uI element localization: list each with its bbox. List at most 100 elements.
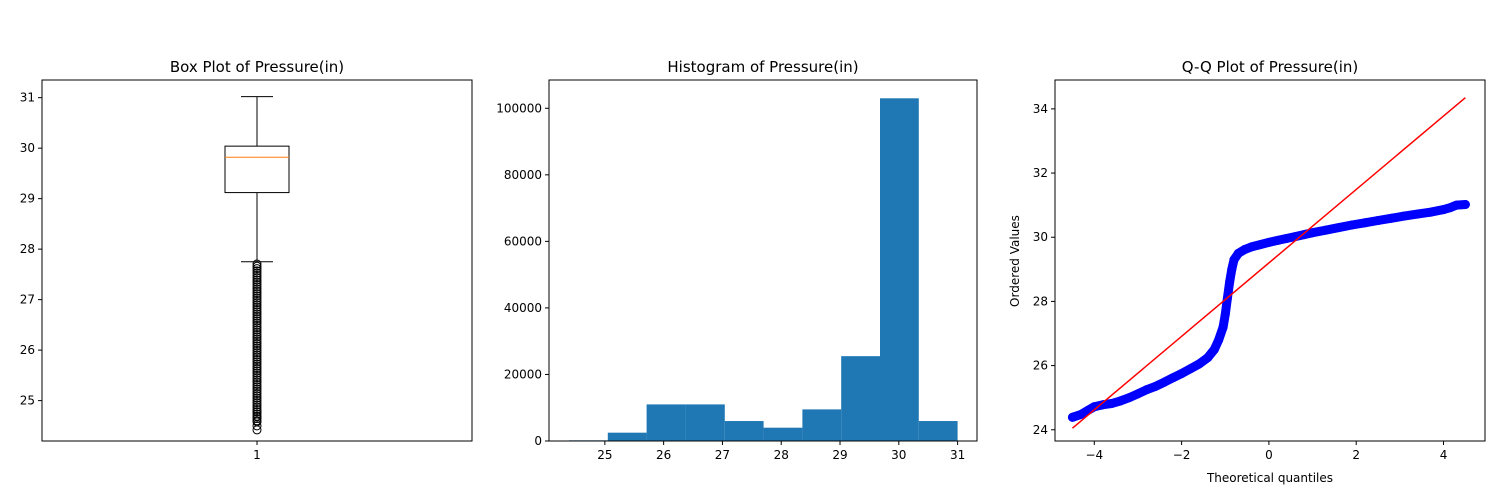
y-tick-label: 24	[1033, 423, 1048, 437]
interquartile-box	[224, 145, 290, 194]
y-tick-label: 80000	[504, 168, 542, 182]
outlier-marker	[252, 314, 262, 324]
outlier-marker	[252, 266, 262, 276]
x-tick-label: 2	[1352, 448, 1360, 462]
histogram-bar	[879, 98, 919, 442]
qq-plot-panel: Q-Q Plot of Pressure(in) −4 −2 0 2 424262830…	[1008, 58, 1486, 485]
outlier-marker	[252, 284, 262, 294]
outlier-marker	[252, 393, 262, 403]
outlier-marker	[252, 304, 262, 314]
sample-quantile-point	[1360, 218, 1370, 228]
outlier-marker	[252, 375, 262, 385]
outlier-marker	[252, 391, 262, 401]
outlier-marker	[252, 273, 262, 283]
outlier-marker	[252, 352, 262, 362]
outlier-marker	[252, 291, 262, 301]
x-tick-label: 28	[774, 448, 789, 462]
outlier-marker	[252, 289, 262, 299]
outlier-marker	[252, 348, 262, 358]
sample-quantile-point	[1255, 240, 1265, 250]
outlier-marker	[252, 300, 262, 310]
outlier-marker	[252, 329, 262, 339]
box-plot-axes-frame	[41, 79, 473, 442]
histogram-bar	[646, 404, 686, 441]
sample-quantile-point	[1233, 248, 1243, 258]
outlier-marker	[252, 311, 262, 321]
outlier-marker	[252, 366, 262, 376]
y-tick-label: 100000	[496, 101, 542, 115]
histogram-bar	[763, 427, 803, 441]
sample-quantile-point	[1334, 223, 1344, 233]
outlier-marker	[252, 320, 262, 330]
histogram-bar	[607, 432, 647, 441]
y-tick-label: 28	[1033, 294, 1048, 308]
outlier-marker	[252, 275, 262, 285]
x-tick-label: −2	[1173, 448, 1191, 462]
x-tick-label: 31	[950, 448, 965, 462]
qq-plot-axes-frame	[1054, 79, 1486, 442]
sample-quantile-point	[1218, 322, 1228, 332]
sample-quantile-point	[1067, 412, 1077, 422]
outlier-marker	[252, 382, 262, 392]
sample-quantile-point	[1264, 237, 1274, 247]
sample-quantile-point	[1399, 211, 1409, 221]
outlier-marker	[252, 261, 262, 271]
outlier-marker	[252, 421, 262, 431]
sample-quantile-point	[1159, 377, 1169, 387]
outlier-marker	[252, 364, 262, 374]
y-tick-label: 28	[20, 242, 35, 256]
sample-quantile-point	[1098, 400, 1108, 410]
outlier-marker	[252, 298, 262, 308]
sample-quantile-point	[1133, 389, 1143, 399]
sample-quantile-point	[1142, 385, 1152, 395]
outlier-marker	[252, 295, 262, 305]
box-plot-panel: Box Plot of Pressure(in) 25 26 27 28 29 30 31 1	[20, 58, 473, 462]
y-tick-label: 30	[20, 141, 35, 155]
sample-quantile-point	[1347, 220, 1357, 230]
box-plot-title: Box Plot of Pressure(in)	[170, 58, 344, 76]
sample-quantile-point	[1308, 228, 1318, 238]
outlier-marker	[252, 386, 262, 396]
sample-quantile-point	[1273, 235, 1283, 245]
outlier-marker	[252, 377, 262, 387]
outlier-marker	[252, 402, 262, 412]
outlier-marker	[252, 286, 262, 296]
outlier-marker	[252, 379, 262, 389]
x-tick-label: 25	[597, 448, 612, 462]
outlier-marker	[252, 368, 262, 378]
sample-quantile-point	[1386, 213, 1396, 223]
outlier-marker	[252, 373, 262, 383]
x-tick-label: 27	[715, 448, 730, 462]
reference-fit-line	[1071, 97, 1466, 429]
y-tick-label: 25	[20, 394, 35, 408]
sample-quantile-point	[1246, 242, 1256, 252]
x-tick-label: 4	[1440, 448, 1448, 462]
outlier-marker	[252, 334, 262, 344]
outlier-marker	[252, 270, 262, 280]
sample-quantile-point	[1425, 207, 1435, 217]
sample-quantile-point	[1209, 345, 1219, 355]
sample-quantile-point	[1227, 264, 1237, 274]
sample-quantile-point	[1107, 398, 1117, 408]
outlier-marker	[252, 316, 262, 326]
outlier-marker	[252, 404, 262, 414]
outlier-marker	[252, 412, 262, 422]
outlier-marker	[252, 417, 262, 427]
sample-quantile-point	[1373, 216, 1383, 226]
y-tick-label: 27	[20, 293, 35, 307]
sample-quantile-point	[1290, 232, 1300, 242]
y-tick-label: 26	[20, 343, 35, 357]
sample-quantile-point	[1089, 402, 1099, 412]
outlier-marker	[252, 318, 262, 328]
qq-plot-y-axis-label: Ordered Values	[1008, 215, 1022, 307]
outlier-marker	[252, 339, 262, 349]
sample-quantile-point	[1460, 200, 1470, 210]
histogram-bar	[802, 409, 842, 441]
outlier-marker	[252, 307, 262, 317]
outlier-marker	[252, 302, 262, 312]
sample-quantile-point	[1194, 359, 1204, 369]
outlier-marker	[252, 370, 262, 380]
y-tick-label: 29	[20, 192, 35, 206]
sample-quantile-point	[1412, 209, 1422, 219]
